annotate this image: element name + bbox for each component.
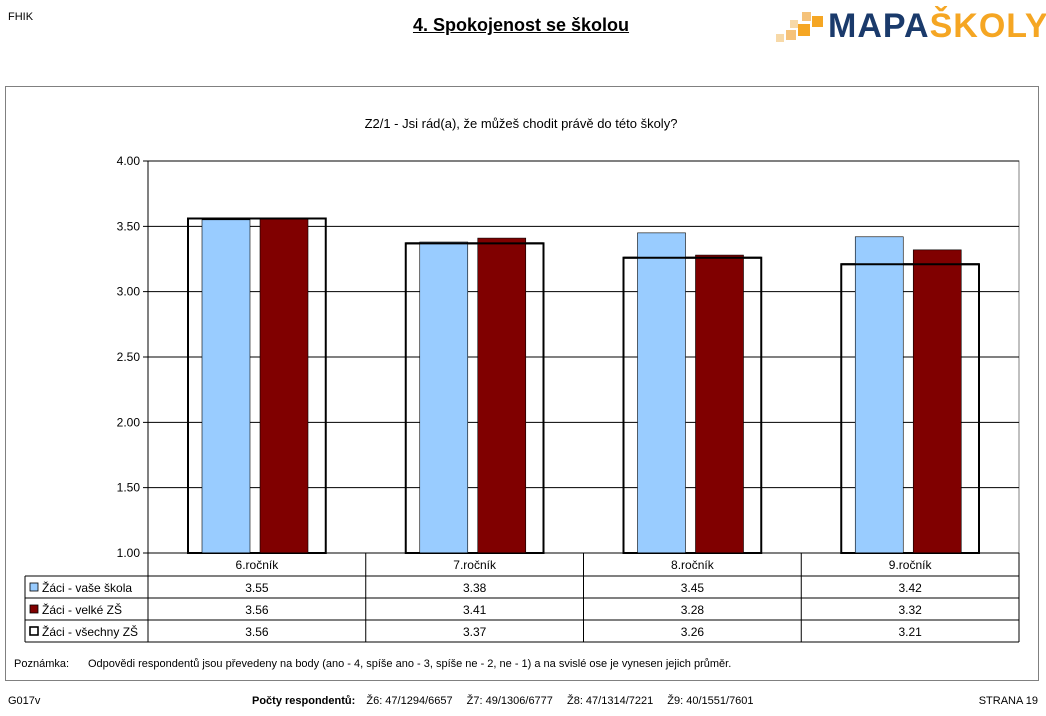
data-label: 3.32	[898, 603, 922, 617]
y-tick-label: 3.50	[117, 219, 141, 233]
x-category-label: 6.ročník	[236, 558, 280, 572]
respondent-count-7: Ž7: 49/1306/6777	[466, 695, 553, 707]
y-tick-label: 1.00	[117, 546, 141, 560]
respondent-counts: Počty respondentů: Ž6: 47/1294/6657 Ž7: …	[252, 695, 765, 707]
legend-label: Žáci - vaše škola	[42, 580, 132, 595]
logo-text: MAPAŠKOLY	[828, 6, 1046, 46]
legend-label: Žáci - všechny ZŠ	[42, 624, 138, 639]
bar-velke-zs	[477, 237, 527, 554]
data-label: 3.56	[245, 603, 269, 617]
legend-label: Žáci - velké ZŠ	[42, 602, 122, 617]
data-label: 3.42	[898, 581, 922, 595]
bar-vase-skola	[637, 232, 686, 554]
bar-velke-zs	[695, 254, 744, 554]
legend-swatch	[29, 582, 39, 592]
data-label: 3.56	[245, 625, 269, 639]
y-tick-label: 1.50	[117, 481, 141, 495]
data-label: 3.37	[463, 625, 487, 639]
logo-text-skoly: ŠKOLY	[929, 7, 1046, 45]
respondent-counts-label: Počty respondentů:	[252, 695, 356, 707]
respondent-count-6: Ž6: 47/1294/6657	[366, 695, 453, 707]
page-title: 4. Spokojenost se školou	[412, 15, 630, 35]
y-tick-label: 2.50	[117, 350, 141, 364]
note-label: Poznámka:	[14, 658, 70, 670]
data-label: 3.28	[681, 603, 705, 617]
bar-velke-zs	[259, 218, 309, 554]
x-category-label: 7.ročník	[453, 558, 497, 572]
data-label: 3.45	[681, 581, 705, 595]
bar-vase-skola	[854, 236, 904, 554]
note-text: Odpovědi respondentů jsou převedeny na b…	[88, 658, 732, 670]
x-category-label: 8.ročník	[671, 558, 715, 572]
page-number: STRANA 19	[978, 695, 1038, 707]
logo-text-mapa: MAPA	[828, 7, 930, 45]
y-tick-label: 3.00	[117, 285, 141, 299]
y-tick-label: 2.00	[117, 415, 141, 429]
y-tick-label: 4.00	[117, 154, 141, 168]
respondent-count-9: Ž9: 40/1551/7601	[667, 695, 754, 707]
chart-title: Z2/1 - Jsi rád(a), že můžeš chodit právě…	[365, 116, 678, 131]
footer-code: G017v	[8, 695, 41, 707]
bar-vase-skola	[419, 241, 469, 554]
top-left-code: FHIK	[8, 11, 34, 23]
legend-swatch	[29, 626, 39, 636]
respondent-count-8: Ž8: 47/1314/7221	[566, 695, 654, 707]
bar-velke-zs	[912, 249, 962, 554]
data-label: 3.55	[245, 581, 269, 595]
logo-squares-icon	[776, 10, 824, 44]
legend-swatch	[29, 604, 39, 614]
data-label: 3.38	[463, 581, 487, 595]
x-category-label: 9.ročník	[889, 558, 933, 572]
data-label: 3.26	[681, 625, 705, 639]
chart-frame	[5, 86, 1039, 681]
mapa-skoly-logo: MAPAŠKOLY	[776, 6, 1046, 46]
data-label: 3.41	[463, 603, 487, 617]
bar-vase-skola	[201, 219, 251, 554]
data-label: 3.21	[898, 625, 922, 639]
